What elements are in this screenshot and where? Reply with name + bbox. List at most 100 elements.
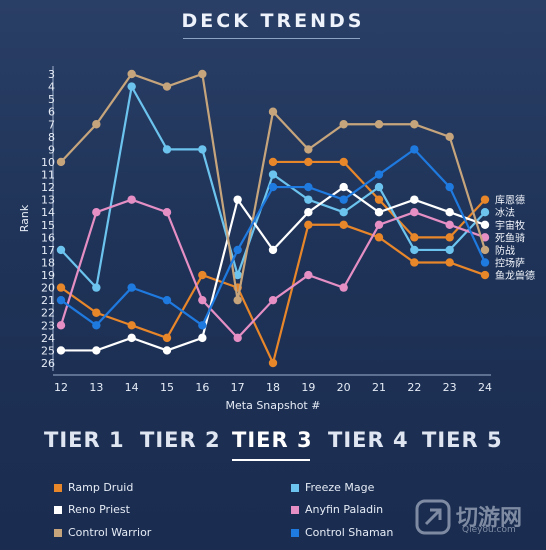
data-point bbox=[445, 245, 454, 255]
data-point bbox=[127, 69, 136, 79]
legend-item: Control Shaman bbox=[291, 526, 394, 539]
legend-swatch bbox=[54, 529, 62, 537]
y-tick-label: 23 bbox=[41, 319, 55, 332]
data-point bbox=[233, 333, 242, 343]
data-point bbox=[92, 308, 101, 317]
data-point bbox=[410, 245, 419, 255]
tier-tab-3[interactable]: TIER 3 bbox=[232, 428, 313, 452]
data-point bbox=[268, 170, 278, 179]
x-tick-label: 18 bbox=[266, 381, 280, 394]
data-point bbox=[56, 283, 66, 292]
y-tick-label: 21 bbox=[41, 294, 55, 307]
legend-label: Freeze Mage bbox=[305, 481, 375, 494]
data-point bbox=[480, 233, 490, 242]
data-point bbox=[304, 195, 313, 204]
legend-label: Ramp Druid bbox=[68, 481, 134, 494]
data-point bbox=[374, 208, 384, 217]
tier-tabs: TIER 1 TIER 2 TIER 3 TIER 4 TIER 5 bbox=[0, 428, 546, 464]
data-point bbox=[56, 295, 66, 305]
data-point bbox=[410, 120, 419, 129]
y-tick-label: 18 bbox=[41, 256, 55, 269]
y-tick-label: 4 bbox=[48, 81, 55, 94]
data-point bbox=[268, 107, 278, 116]
data-point bbox=[233, 195, 242, 204]
tier-tab-1[interactable]: TIER 1 bbox=[44, 428, 125, 452]
x-tick-label: 24 bbox=[478, 381, 492, 394]
x-tick-label: 23 bbox=[443, 381, 457, 394]
data-point bbox=[339, 182, 348, 192]
data-point bbox=[92, 120, 101, 129]
x-tick-label: 15 bbox=[160, 381, 174, 394]
legend-item: Freeze Mage bbox=[291, 481, 375, 494]
data-point bbox=[268, 182, 278, 192]
data-point bbox=[198, 333, 207, 343]
data-point bbox=[374, 120, 384, 129]
data-point bbox=[374, 233, 384, 242]
data-point bbox=[374, 170, 384, 179]
tier-tab-4[interactable]: TIER 4 bbox=[328, 428, 409, 452]
data-point bbox=[339, 195, 348, 204]
data-point bbox=[56, 346, 66, 355]
y-tick-label: 20 bbox=[41, 282, 55, 295]
legend-item: Control Warrior bbox=[54, 526, 152, 539]
y-tick-label: 11 bbox=[41, 169, 55, 182]
y-tick-label: 25 bbox=[41, 344, 55, 357]
data-point bbox=[198, 295, 207, 305]
legend-swatch bbox=[291, 529, 299, 537]
data-point bbox=[127, 333, 136, 343]
x-tick-label: 22 bbox=[407, 381, 421, 394]
y-tick-label: 3 bbox=[48, 68, 55, 81]
data-point bbox=[304, 208, 313, 217]
data-point bbox=[127, 283, 136, 292]
data-point bbox=[339, 208, 348, 217]
series-line bbox=[61, 185, 486, 352]
legend-label: Anyfin Paladin bbox=[305, 503, 384, 516]
end-label: 鱼龙兽德 bbox=[495, 269, 535, 282]
y-tick-label: 7 bbox=[48, 118, 55, 131]
legend-item: Reno Priest bbox=[54, 503, 130, 516]
legend-label: Control Shaman bbox=[305, 526, 394, 539]
legend-item: Anyfin Paladin bbox=[291, 503, 384, 516]
y-tick-label: 14 bbox=[41, 206, 55, 219]
data-point bbox=[162, 82, 172, 91]
x-tick-label: 14 bbox=[125, 381, 139, 394]
y-tick-label: 13 bbox=[41, 194, 55, 207]
tier-tab-2[interactable]: TIER 2 bbox=[140, 428, 221, 452]
data-point bbox=[162, 346, 172, 355]
y-tick-label: 19 bbox=[41, 269, 55, 282]
data-point bbox=[162, 145, 172, 154]
tier-tab-5[interactable]: TIER 5 bbox=[422, 428, 503, 452]
x-tick-label: 20 bbox=[337, 381, 351, 394]
y-tick-label: 12 bbox=[41, 181, 55, 194]
end-label: 冰法 bbox=[495, 206, 515, 219]
data-point bbox=[410, 145, 419, 154]
data-point bbox=[127, 321, 136, 330]
y-tick-label: 6 bbox=[48, 106, 55, 119]
x-tick-label: 16 bbox=[195, 381, 209, 394]
data-point bbox=[233, 245, 242, 255]
x-tick-label: 12 bbox=[54, 381, 68, 394]
end-label: 防战 bbox=[495, 244, 515, 257]
data-point bbox=[445, 208, 454, 217]
data-point bbox=[374, 195, 384, 204]
x-tick-label: 21 bbox=[372, 381, 386, 394]
data-point bbox=[162, 295, 172, 305]
data-point bbox=[304, 145, 313, 154]
data-point bbox=[162, 208, 172, 217]
data-point bbox=[268, 245, 278, 255]
data-point bbox=[162, 333, 172, 343]
x-tick-label: 17 bbox=[231, 381, 245, 394]
data-point bbox=[304, 270, 313, 280]
data-point bbox=[480, 245, 490, 255]
y-tick-label: 10 bbox=[41, 156, 55, 169]
data-point bbox=[445, 258, 454, 267]
data-point bbox=[339, 220, 348, 229]
data-point bbox=[480, 195, 490, 204]
data-point bbox=[480, 270, 490, 280]
data-point bbox=[374, 220, 384, 229]
data-point bbox=[445, 182, 454, 192]
legend-label: Control Warrior bbox=[68, 526, 152, 539]
data-point bbox=[480, 258, 490, 267]
data-point bbox=[480, 220, 490, 229]
data-point bbox=[480, 208, 490, 217]
